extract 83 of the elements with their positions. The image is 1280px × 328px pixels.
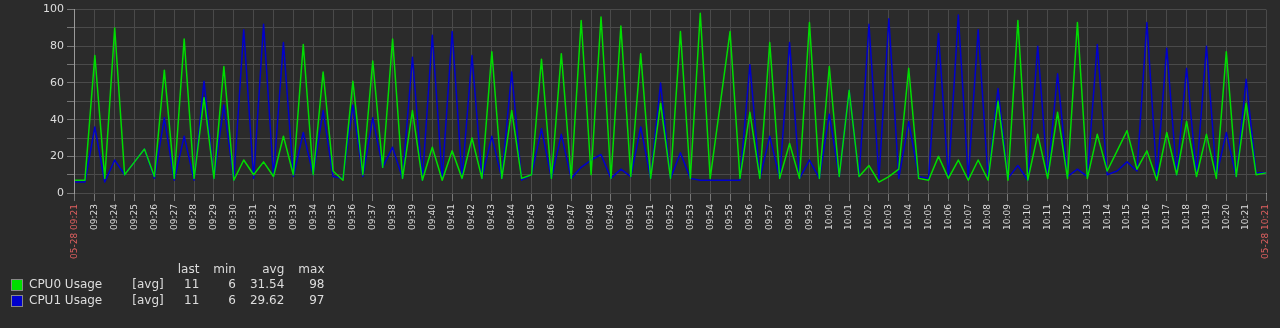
- x-tick-label: 09:30: [228, 203, 239, 230]
- x-tick-label: 09:25: [128, 204, 139, 230]
- x-tick-label: 10:08: [982, 203, 993, 230]
- x-tick-label: 09:51: [644, 204, 655, 230]
- x-tick-label: 10:18: [1180, 203, 1191, 230]
- text: 6: [227, 276, 236, 292]
- text: 29.62: [249, 292, 285, 308]
- text: last: [176, 262, 200, 276]
- x-tick-label: 05-28 10:21: [1260, 204, 1271, 259]
- x-tick-label: 09:59: [803, 203, 814, 230]
- text: avg: [261, 262, 285, 276]
- x-tick-label: 10:21: [1240, 204, 1251, 230]
- x-tick-label: 09:38: [386, 203, 397, 230]
- x-tick-label: 10:04: [903, 203, 914, 230]
- x-tick-label: 09:32: [267, 204, 278, 230]
- x-tick-label: 09:56: [744, 203, 755, 230]
- x-tick-label: 10:11: [1041, 204, 1052, 230]
- y-tick-label: 40: [50, 112, 64, 126]
- x-tick-label: 09:49: [605, 203, 616, 230]
- x-tick-label: 09:42: [466, 204, 477, 230]
- x-tick-label: 09:23: [89, 204, 100, 230]
- x-tick-label: 10:10: [1022, 203, 1033, 230]
- x-tick-label: 10:00: [823, 203, 834, 230]
- y-tick-label: 0: [57, 185, 64, 199]
- x-tick-label: 09:29: [208, 203, 219, 230]
- x-tick-label: 09:34: [307, 203, 318, 230]
- x-tick-label: 09:53: [684, 204, 695, 230]
- y-tick-label: 20: [50, 149, 64, 163]
- x-tick-label: 09:57: [764, 204, 775, 230]
- x-tick-label: 10:17: [1161, 204, 1172, 230]
- x-tick-label: 09:24: [109, 203, 120, 230]
- x-tick-label: 09:50: [625, 203, 636, 230]
- x-tick-label: 09:27: [168, 204, 179, 230]
- x-tick-label: 09:28: [188, 203, 199, 230]
- text: max: [297, 262, 325, 276]
- text: [avg]: [132, 292, 164, 308]
- text: 31.54: [249, 276, 285, 292]
- text: 11: [183, 292, 200, 308]
- x-tick-label: 09:43: [486, 204, 497, 230]
- x-tick-label: 09:47: [565, 204, 576, 230]
- x-tick-label: 10:02: [863, 204, 874, 230]
- x-tick-label: 09:55: [724, 204, 735, 230]
- x-tick-label: 10:19: [1200, 203, 1211, 230]
- text: min: [212, 262, 236, 276]
- x-tick-label: 09:37: [367, 204, 378, 230]
- x-tick-label: 10:13: [1081, 204, 1092, 230]
- x-tick-label: 09:31: [247, 204, 258, 230]
- x-tick-label: 10:16: [1141, 203, 1152, 230]
- x-tick-label: 10:12: [1061, 204, 1072, 230]
- x-tick-label: 10:20: [1220, 203, 1231, 230]
- x-tick-label: 09:52: [664, 204, 675, 230]
- legend-label: CPU1 Usage: [29, 293, 103, 307]
- x-tick-label: 10:03: [883, 204, 894, 230]
- x-tick-label: 09:44: [506, 203, 517, 230]
- x-tick-label: 05-28 09:21: [69, 204, 80, 259]
- y-tick-label: 80: [50, 39, 64, 53]
- x-tick-label: 09:35: [327, 204, 338, 230]
- y-tick-label: 60: [50, 75, 64, 89]
- text: 98: [308, 276, 325, 292]
- x-tick-label: 10:09: [1002, 203, 1013, 230]
- x-tick-label: 10:05: [922, 204, 933, 230]
- y-tick-label: 100: [43, 2, 64, 16]
- x-tick-label: 09:45: [525, 204, 536, 230]
- x-tick-label: 09:46: [545, 203, 556, 230]
- x-tick-label: 10:01: [843, 204, 854, 230]
- text: [avg]: [132, 276, 164, 292]
- legend-label: CPU0 Usage: [29, 277, 103, 291]
- x-tick-label: 09:48: [585, 203, 596, 230]
- text: 97: [308, 292, 325, 308]
- x-tick-label: 09:54: [704, 203, 715, 230]
- x-tick-label: 09:33: [287, 204, 298, 230]
- x-tick-label: 10:15: [1121, 204, 1132, 230]
- x-tick-label: 09:26: [148, 203, 159, 230]
- x-tick-label: 09:41: [446, 204, 457, 230]
- x-tick-label: 09:58: [783, 203, 794, 230]
- x-tick-label: 10:07: [962, 204, 973, 230]
- text: 11: [183, 276, 200, 292]
- x-tick-label: 09:40: [426, 203, 437, 230]
- x-tick-label: 09:36: [347, 203, 358, 230]
- x-tick-label: 09:39: [406, 203, 417, 230]
- x-tick-label: 10:06: [942, 203, 953, 230]
- x-tick-label: 10:14: [1101, 203, 1112, 230]
- text: 6: [227, 292, 236, 308]
